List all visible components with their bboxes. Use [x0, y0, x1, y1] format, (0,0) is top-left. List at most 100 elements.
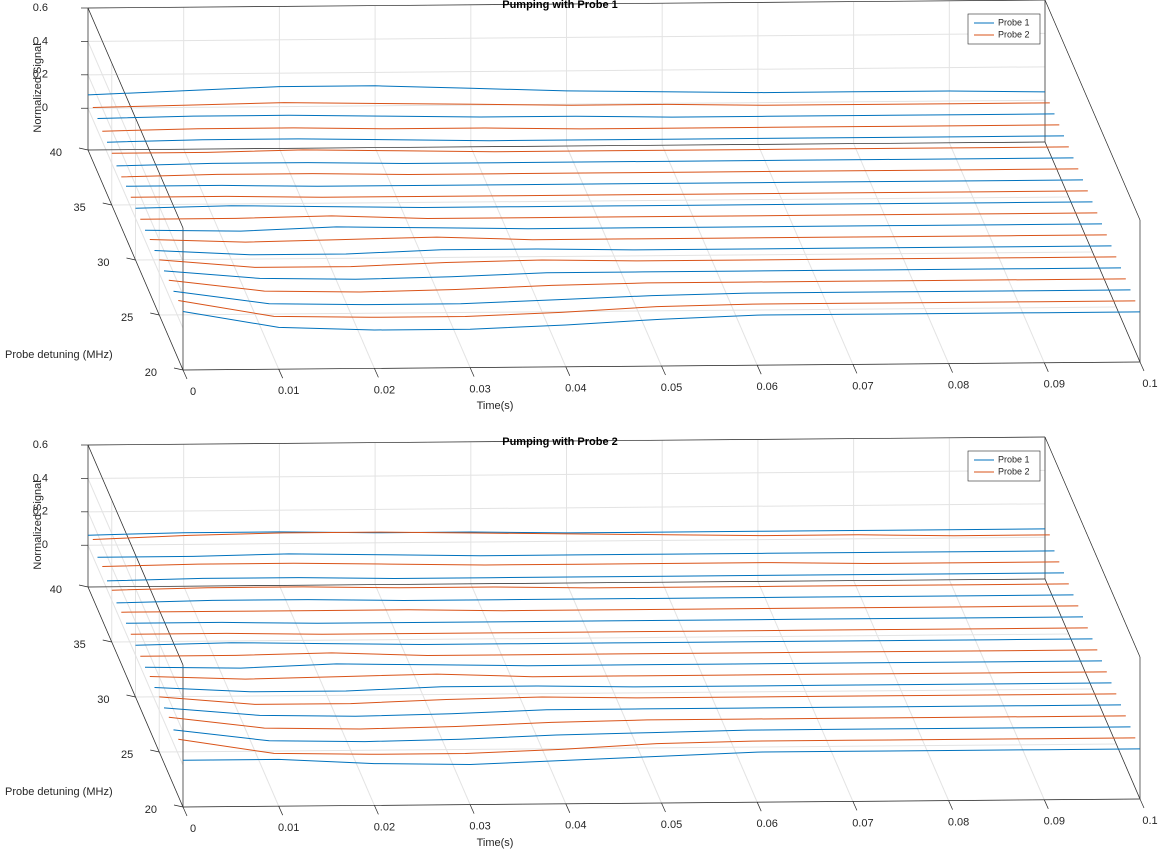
legend-label: Probe 2: [998, 29, 1030, 39]
grid-line: [159, 306, 1117, 316]
trace: [106, 135, 1065, 143]
tick-mark: [150, 749, 160, 753]
trace: [106, 572, 1065, 582]
tick-mark: [278, 369, 284, 379]
tick-mark: [1139, 361, 1145, 372]
legend-label: Probe 1: [998, 454, 1030, 464]
trace: [102, 124, 1060, 132]
trace: [135, 201, 1093, 209]
y-tick-label: 25: [121, 312, 133, 324]
trace: [130, 627, 1088, 635]
grid-line: [135, 688, 1093, 698]
grid-line: [87, 74, 184, 296]
trace: [111, 146, 1069, 154]
y-tick-label: 30: [97, 694, 109, 706]
trace: [92, 102, 1050, 108]
tick-mark: [565, 803, 571, 813]
y-tick-label: 35: [74, 202, 86, 214]
trace: [178, 300, 1136, 318]
trace: [154, 682, 1112, 693]
z-tick-label: 0.2: [33, 69, 48, 81]
x-tick-label: 0: [190, 386, 196, 398]
tick-mark: [565, 366, 571, 376]
grid-line: [159, 743, 1117, 753]
trace: [149, 234, 1107, 243]
x-tick-label: 0.01: [278, 822, 299, 834]
tick-mark: [173, 367, 184, 371]
tick-mark: [126, 257, 136, 261]
legend-box: [967, 13, 1041, 45]
trace: [97, 550, 1055, 558]
trace: [163, 704, 1122, 717]
z-tick-label: 0.6: [33, 2, 48, 14]
tick-mark: [102, 202, 112, 206]
x-tick-label: 0.1: [1142, 378, 1157, 390]
tick-mark: [374, 368, 379, 378]
x-axis-label: Time(s): [477, 400, 514, 412]
grid-line: [87, 536, 1046, 546]
tick-mark: [469, 367, 475, 377]
axis-frame: [87, 0, 1046, 9]
chart: 0 0.01 0.02 0.03 0.04 0.05 0.06 0.07 0.08 0.09 0.1…: [5, 0, 1158, 412]
z-axis-label: Normalized Signal: [32, 480, 44, 569]
x-tick-label: 0.09: [1044, 816, 1065, 828]
y-axis-label: Probe detuning (MHz): [5, 349, 113, 361]
tick-mark: [78, 584, 89, 588]
tick-mark: [278, 806, 284, 816]
trace: [149, 671, 1107, 680]
grid-line: [87, 478, 184, 699]
y-tick-label: 40: [50, 147, 62, 159]
y-tick-label: 25: [121, 749, 133, 761]
z-tick-label: 0.4: [33, 472, 48, 484]
axis-frame: [87, 444, 184, 666]
tick-mark: [1043, 362, 1049, 372]
trace: [144, 223, 1103, 232]
trace: [173, 289, 1131, 306]
axis-frame: [87, 436, 1046, 446]
tick-mark: [756, 365, 762, 375]
axis-frame: [87, 141, 1046, 151]
axis-frame: [1044, 436, 1141, 658]
trace: [140, 212, 1098, 220]
grid-line: [87, 511, 184, 733]
x-tick-label: 0.03: [469, 384, 490, 396]
axis-frame: [1044, 141, 1141, 363]
trace: [154, 245, 1112, 256]
trace: [92, 531, 1050, 540]
x-tick-label: 0.06: [756, 818, 777, 830]
trace: [87, 85, 1046, 96]
axis-frame: [87, 578, 1046, 588]
tick-mark: [150, 312, 160, 316]
axis-frame: [1044, 578, 1141, 800]
chart: 0 0.01 0.02 0.03 0.04 0.05 0.06 0.07 0.08 0.09 0.1…: [5, 436, 1158, 849]
legend-label: Probe 1: [998, 17, 1030, 27]
y-tick-label: 40: [50, 584, 62, 596]
trace: [163, 267, 1122, 280]
grid-line: [135, 251, 1093, 261]
y-tick-label: 20: [145, 367, 157, 379]
chart-title: Pumping with Probe 2: [502, 436, 618, 448]
y-tick-label: 30: [97, 257, 109, 269]
trace: [102, 561, 1060, 567]
y-tick-label: 35: [74, 639, 86, 651]
tick-mark: [182, 806, 188, 817]
tick-mark: [126, 694, 136, 698]
tick-mark: [1139, 798, 1145, 809]
trace: [116, 157, 1074, 167]
z-tick-label: 0: [42, 539, 48, 551]
legend-box: [967, 450, 1041, 482]
y-axis-label: Probe detuning (MHz): [5, 786, 113, 798]
trace: [121, 605, 1079, 613]
trace: [182, 311, 1141, 331]
trace: [111, 583, 1069, 591]
trace: [182, 748, 1141, 765]
trace: [144, 660, 1103, 669]
grid-line: [87, 99, 1046, 109]
tick-mark: [661, 365, 666, 376]
trace: [125, 616, 1084, 624]
tick-mark: [1043, 799, 1049, 809]
grid-line: [87, 469, 1046, 479]
x-tick-label: 0.05: [661, 819, 682, 831]
x-tick-label: 0.02: [374, 821, 395, 833]
trace: [178, 737, 1136, 755]
